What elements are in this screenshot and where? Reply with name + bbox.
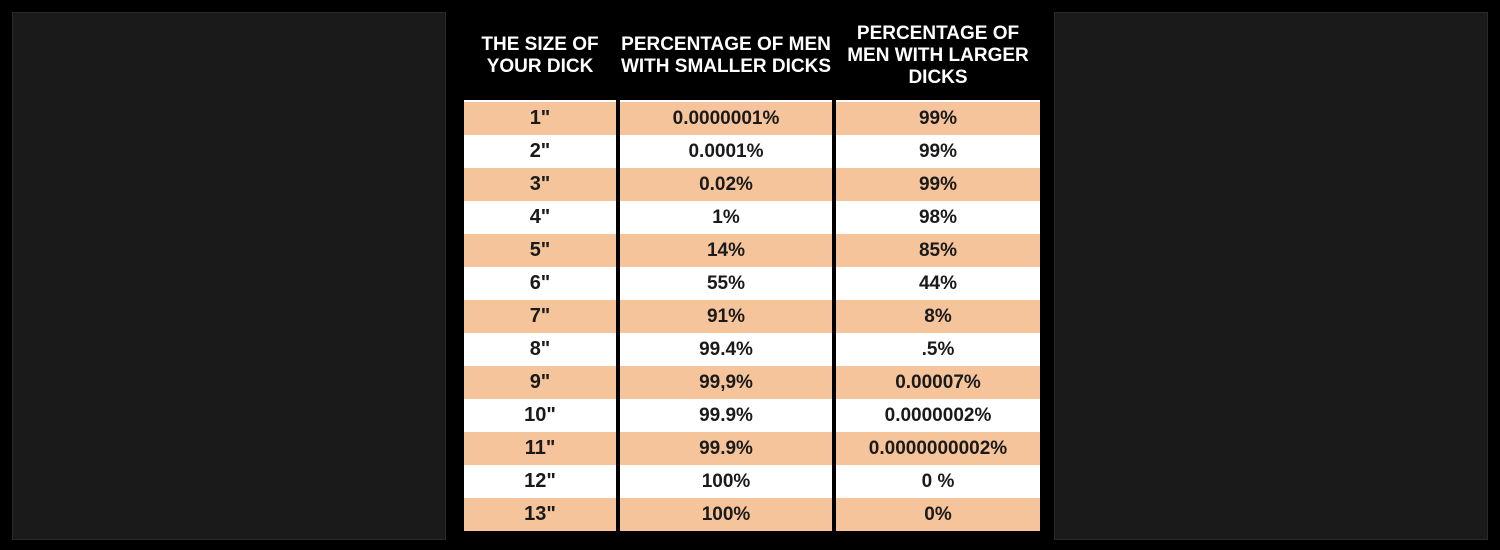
larger-cell: 99% (836, 135, 1040, 168)
smaller-cell: 0.02% (620, 168, 832, 201)
larger-cell: 0.0000002% (836, 399, 1040, 432)
size-cell: 11" (464, 432, 616, 465)
smaller-cell: 100% (620, 498, 832, 531)
table-row: 10" 99.9% 0.0000002% (464, 399, 1040, 432)
smaller-cell: 0.0000001% (620, 102, 832, 135)
table-row: 9" 99,9% 0.00007% (464, 366, 1040, 399)
table-row: 2" 0.0001% 99% (464, 135, 1040, 168)
size-cell: 7" (464, 300, 616, 333)
smaller-cell: 99.9% (620, 432, 832, 465)
right-image-placeholder (1054, 12, 1488, 540)
table-row: 6" 55% 44% (464, 267, 1040, 300)
smaller-cell: 99.9% (620, 399, 832, 432)
larger-cell: 0.0000000002% (836, 432, 1040, 465)
smaller-cell: 1% (620, 201, 832, 234)
larger-cell: 99% (836, 168, 1040, 201)
left-image-placeholder (12, 12, 446, 540)
table-row: 7" 91% 8% (464, 300, 1040, 333)
smaller-cell: 14% (620, 234, 832, 267)
table-row: 5" 14% 85% (464, 234, 1040, 267)
size-cell: 13" (464, 498, 616, 531)
table-row: 8" 99.4% .5% (464, 333, 1040, 366)
size-cell: 6" (464, 267, 616, 300)
larger-cell: 98% (836, 201, 1040, 234)
table-body: 1" 0.0000001% 99% 2" 0.0001% 99% 3" 0.02% 99% 4" 1… (464, 102, 1040, 531)
size-cell: 10" (464, 399, 616, 432)
table-header: THE SIZE OF YOUR DICK PERCENTAGE OF MEN … (464, 12, 1040, 102)
table-row: 4" 1% 98% (464, 201, 1040, 234)
size-cell: 1" (464, 102, 616, 135)
table-row: 13" 100% 0% (464, 498, 1040, 531)
larger-cell: 85% (836, 234, 1040, 267)
table-row: 11" 99.9% 0.0000000002% (464, 432, 1040, 465)
smaller-cell: 0.0001% (620, 135, 832, 168)
smaller-cell: 55% (620, 267, 832, 300)
size-cell: 8" (464, 333, 616, 366)
larger-cell: 8% (836, 300, 1040, 333)
larger-cell: .5% (836, 333, 1040, 366)
smaller-cell: 100% (620, 465, 832, 498)
size-cell: 2" (464, 135, 616, 168)
table-row: 3" 0.02% 99% (464, 168, 1040, 201)
table-row: 12" 100% 0 % (464, 465, 1040, 498)
size-cell: 3" (464, 168, 616, 201)
header-smaller: PERCENTAGE OF MEN WITH SMALLER DICKS (620, 12, 832, 102)
size-cell: 4" (464, 201, 616, 234)
header-larger: PERCENTAGE OF MEN WITH LARGER DICKS (836, 12, 1040, 102)
smaller-cell: 91% (620, 300, 832, 333)
larger-cell: 99% (836, 102, 1040, 135)
larger-cell: 44% (836, 267, 1040, 300)
larger-cell: 0 % (836, 465, 1040, 498)
header-row: THE SIZE OF YOUR DICK PERCENTAGE OF MEN … (464, 12, 1040, 102)
larger-cell: 0% (836, 498, 1040, 531)
size-cell: 9" (464, 366, 616, 399)
size-percentage-table: THE SIZE OF YOUR DICK PERCENTAGE OF MEN … (460, 12, 1044, 531)
larger-cell: 0.00007% (836, 366, 1040, 399)
header-size: THE SIZE OF YOUR DICK (464, 12, 616, 102)
table-row: 1" 0.0000001% 99% (464, 102, 1040, 135)
smaller-cell: 99.4% (620, 333, 832, 366)
smaller-cell: 99,9% (620, 366, 832, 399)
size-cell: 5" (464, 234, 616, 267)
size-cell: 12" (464, 465, 616, 498)
size-table-container: THE SIZE OF YOUR DICK PERCENTAGE OF MEN … (460, 12, 1040, 540)
